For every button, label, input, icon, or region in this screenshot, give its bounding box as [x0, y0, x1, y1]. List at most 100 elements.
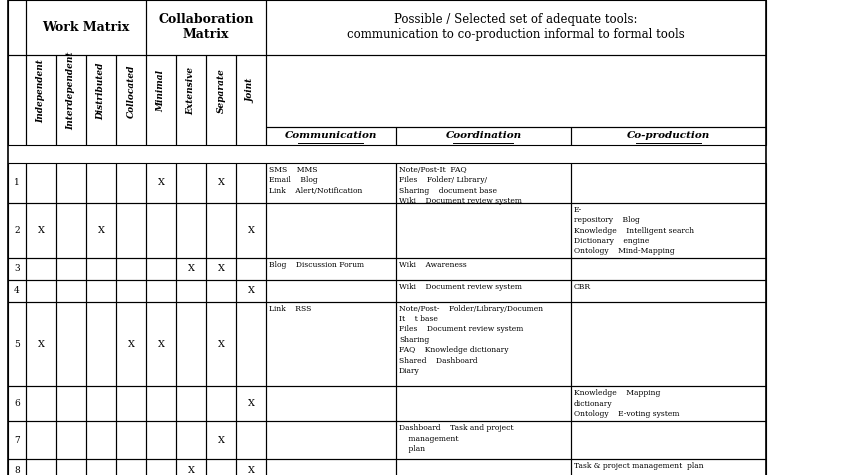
Bar [206, 302, 236, 387]
Bar [206, 421, 236, 459]
Text: X: X [38, 339, 45, 348]
Text: Note/Post-    Folder/Library/Documen
It    t base
Files    Document review syste: Note/Post- Folder/Library/Documen It t b… [399, 305, 543, 375]
Bar [26, 387, 56, 421]
Bar [236, 279, 266, 302]
Text: Separate: Separate [216, 69, 226, 113]
Bar [396, 127, 571, 145]
Bar [571, 302, 766, 387]
Text: X: X [217, 178, 225, 187]
Text: 6: 6 [14, 399, 20, 408]
Bar [396, 387, 571, 421]
Bar [571, 459, 766, 476]
Bar [8, 421, 26, 459]
Bar [26, 258, 56, 279]
Text: Minimal: Minimal [157, 70, 166, 112]
Bar [176, 459, 206, 476]
Bar [236, 302, 266, 387]
Bar [571, 258, 766, 279]
Bar [176, 302, 206, 387]
Bar [176, 258, 206, 279]
Text: X: X [98, 226, 104, 235]
Bar [26, 163, 56, 203]
Bar [146, 421, 176, 459]
Bar [8, 203, 26, 258]
Text: Work Matrix: Work Matrix [42, 21, 130, 34]
Bar [396, 203, 571, 258]
Text: CBR: CBR [574, 283, 591, 291]
Text: Communication: Communication [285, 131, 377, 140]
Text: 5: 5 [14, 339, 20, 348]
Text: X: X [127, 339, 135, 348]
Bar [26, 421, 56, 459]
Bar [571, 127, 766, 145]
Bar [26, 279, 56, 302]
Bar [86, 163, 116, 203]
Text: Joint: Joint [247, 79, 255, 103]
Bar [86, 203, 116, 258]
Bar [206, 258, 236, 279]
Bar [146, 279, 176, 302]
Bar [146, 459, 176, 476]
Bar [8, 387, 26, 421]
Bar [206, 55, 236, 145]
Text: Independent: Independent [36, 59, 45, 123]
Text: Interdependent: Interdependent [67, 51, 76, 130]
Text: 2: 2 [14, 226, 20, 235]
Bar [116, 163, 146, 203]
Text: X: X [217, 339, 225, 348]
Text: Blog    Discussion Forum: Blog Discussion Forum [269, 261, 364, 268]
Bar [176, 279, 206, 302]
Bar [56, 459, 86, 476]
Bar [206, 459, 236, 476]
Text: 7: 7 [14, 436, 20, 445]
Bar [266, 203, 396, 258]
Bar [8, 0, 26, 55]
Bar [146, 387, 176, 421]
Bar [266, 127, 396, 145]
Bar [266, 55, 766, 127]
Bar [8, 279, 26, 302]
Bar [86, 302, 116, 387]
Bar [236, 203, 266, 258]
Bar [396, 302, 571, 387]
Bar [266, 258, 396, 279]
Text: Collocated: Collocated [126, 64, 136, 118]
Bar [236, 459, 266, 476]
Bar [56, 163, 86, 203]
Bar [116, 258, 146, 279]
Bar [26, 0, 146, 55]
Bar [266, 459, 396, 476]
Bar [146, 163, 176, 203]
Bar [571, 421, 766, 459]
Bar [236, 387, 266, 421]
Bar [176, 387, 206, 421]
Bar [8, 55, 26, 145]
Text: 1: 1 [14, 178, 20, 187]
Text: Coordination: Coordination [445, 131, 521, 140]
Text: X: X [217, 436, 225, 445]
Text: 3: 3 [14, 264, 20, 273]
Bar [56, 387, 86, 421]
Bar [86, 459, 116, 476]
Bar [266, 163, 396, 203]
Bar [8, 163, 26, 203]
Text: Knowledge    Mapping
dictionary
Ontology    E-voting system: Knowledge Mapping dictionary Ontology E-… [574, 389, 679, 418]
Bar [206, 163, 236, 203]
Bar [116, 387, 146, 421]
Text: Possible / Selected set of adequate tools:
communication to co-production inform: Possible / Selected set of adequate tool… [347, 13, 685, 41]
Text: X: X [157, 178, 164, 187]
Bar [146, 203, 176, 258]
Text: X: X [157, 339, 164, 348]
Bar [26, 203, 56, 258]
Bar [116, 302, 146, 387]
Bar [86, 387, 116, 421]
Text: X: X [217, 264, 225, 273]
Text: Link    RSS: Link RSS [269, 305, 312, 313]
Bar [56, 258, 86, 279]
Text: Co-production: Co-production [627, 131, 710, 140]
Text: X: X [248, 286, 254, 295]
Text: X: X [248, 226, 254, 235]
Text: Wiki    Awareness: Wiki Awareness [399, 261, 466, 268]
Text: X: X [188, 264, 195, 273]
Text: 4: 4 [14, 286, 20, 295]
